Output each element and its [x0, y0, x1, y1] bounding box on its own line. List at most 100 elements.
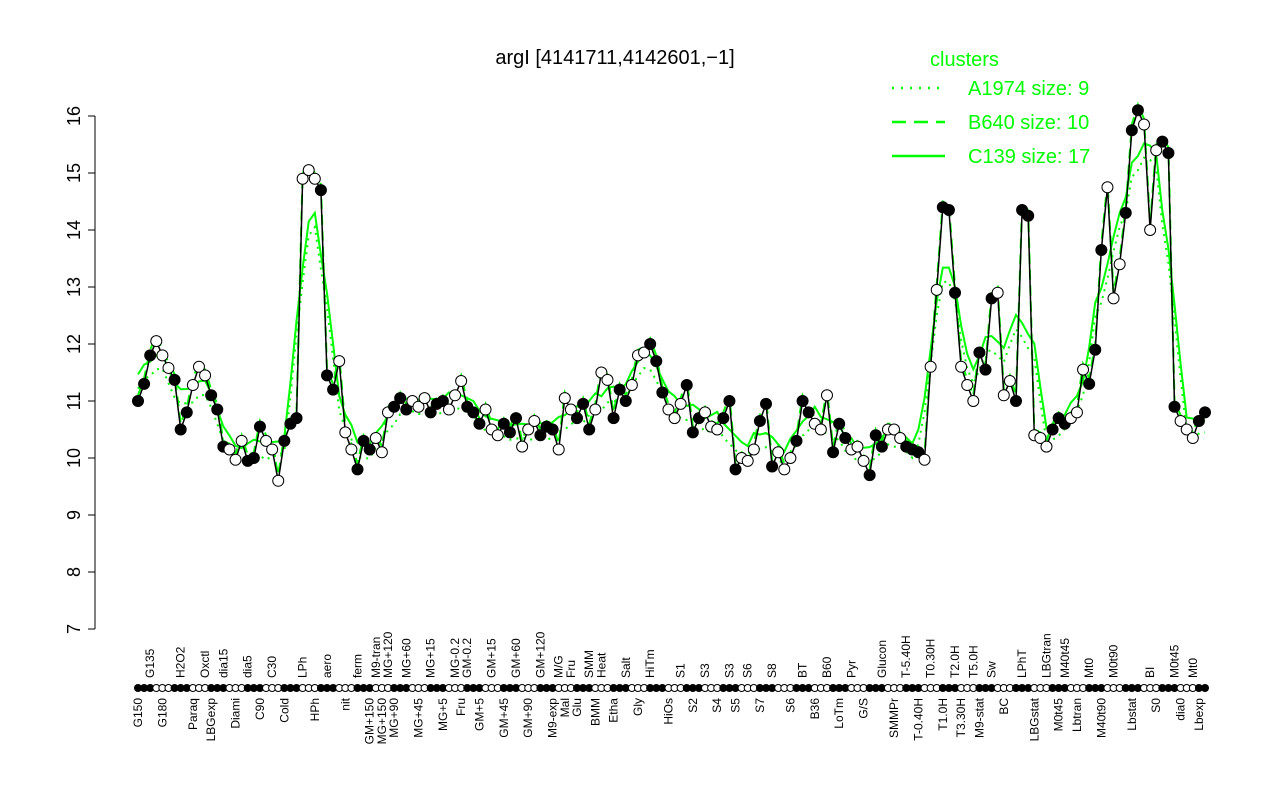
axis-marker: [1201, 684, 1209, 692]
data-point: [607, 412, 620, 425]
data-point: [638, 346, 651, 359]
data-point: [766, 460, 779, 473]
x-tick-label: T5.0H: [966, 645, 980, 678]
data-point: [827, 446, 840, 459]
data-point: [772, 446, 785, 459]
x-tick-label: GM+15: [485, 638, 499, 678]
x-tick-label: LPhT: [1015, 649, 1029, 678]
x-tick-label: MG-0.2: [448, 638, 462, 678]
data-point: [1144, 224, 1157, 236]
x-tick-label: C30: [265, 656, 279, 678]
x-tick-label: B36: [808, 698, 822, 720]
data-point: [851, 440, 864, 453]
data-point: [613, 383, 626, 396]
data-point: [778, 463, 791, 476]
x-tick-label: Sw: [985, 661, 999, 678]
data-point: [973, 346, 986, 359]
data-point: [949, 286, 962, 299]
x-tick-label: Diami: [229, 698, 243, 729]
data-point: [1180, 423, 1193, 436]
x-tick-label: S6: [783, 698, 797, 713]
data-point: [1022, 209, 1035, 222]
x-tick-label: SMMPr: [887, 698, 901, 738]
data-point: [168, 373, 181, 386]
x-tick-label: M0t45: [1168, 644, 1182, 678]
data-point: [717, 412, 730, 425]
data-point: [997, 389, 1010, 402]
data-point: [656, 386, 669, 399]
x-tick-label: GM+150: [363, 698, 377, 745]
x-tick-label: Salt: [619, 657, 633, 678]
x-tick-label: HiOs: [661, 698, 675, 725]
legend-entry: C139 size: 17: [968, 146, 1090, 168]
x-tick-label: Paraq: [186, 698, 200, 730]
data-point: [583, 423, 596, 436]
data-point: [814, 423, 827, 436]
data-point: [497, 417, 510, 430]
data-point: [1046, 423, 1059, 436]
x-tick-label: B60: [820, 656, 834, 678]
data-point: [784, 452, 797, 464]
data-point: [522, 423, 535, 436]
data-point: [138, 377, 151, 390]
x-tick-label: LBGstat: [1027, 697, 1041, 741]
data-point: [156, 349, 169, 362]
data-point: [955, 360, 968, 373]
data-point: [1162, 147, 1175, 160]
x-tick-label: T-0.40H: [911, 698, 925, 741]
data-point: [1089, 343, 1102, 356]
data-point: [674, 397, 687, 410]
data-point: [967, 395, 980, 407]
data-point: [1138, 118, 1151, 131]
data-point: [753, 414, 766, 427]
data-point: [723, 395, 736, 407]
data-point: [449, 389, 462, 402]
data-point: [839, 432, 852, 445]
data-point: [857, 454, 870, 467]
data-point: [1101, 181, 1114, 194]
data-point: [875, 440, 888, 453]
data-point: [333, 355, 346, 368]
x-tick-label: M9-stat: [972, 697, 986, 738]
data-point: [601, 373, 614, 386]
data-point: [412, 400, 425, 413]
data-point: [650, 355, 663, 368]
x-tick-label: Mt0: [1082, 658, 1096, 678]
data-point: [1009, 395, 1022, 407]
data-point: [820, 389, 833, 402]
data-point: [278, 434, 291, 447]
data-point: [223, 443, 236, 456]
data-point: [577, 397, 590, 410]
data-point: [1186, 432, 1199, 445]
x-tick-label: M0t45: [1052, 698, 1066, 732]
x-tick-label: GM+45: [497, 698, 511, 738]
data-point: [1107, 292, 1120, 305]
data-point: [266, 443, 279, 456]
x-tick-label: Glucon: [875, 640, 889, 678]
data-point: [375, 446, 388, 459]
data-point: [760, 397, 773, 410]
x-tick-label: dia5: [241, 655, 255, 678]
x-tick-label: GM-0.2: [460, 638, 474, 678]
data-point: [260, 434, 273, 447]
x-tick-label: Glu: [570, 698, 584, 717]
data-point: [979, 363, 992, 376]
data-point: [1077, 363, 1090, 376]
x-tick-label: MG+120: [381, 631, 395, 678]
data-point: [442, 403, 455, 416]
x-tick-label: BC: [997, 698, 1011, 715]
data-point: [150, 335, 163, 348]
x-tick-label: T0.30H: [924, 639, 938, 678]
x-tick-label: G150: [131, 698, 145, 728]
data-point: [1199, 406, 1211, 419]
x-tick-label: M40t45: [1058, 638, 1072, 678]
x-tick-label: Pyr: [844, 660, 858, 678]
data-point: [802, 406, 815, 419]
x-tick-label: Mal: [558, 698, 572, 717]
data-point: [534, 429, 547, 442]
data-point: [796, 395, 809, 407]
data-point: [918, 453, 931, 466]
x-tick-label: Etha: [607, 698, 621, 723]
